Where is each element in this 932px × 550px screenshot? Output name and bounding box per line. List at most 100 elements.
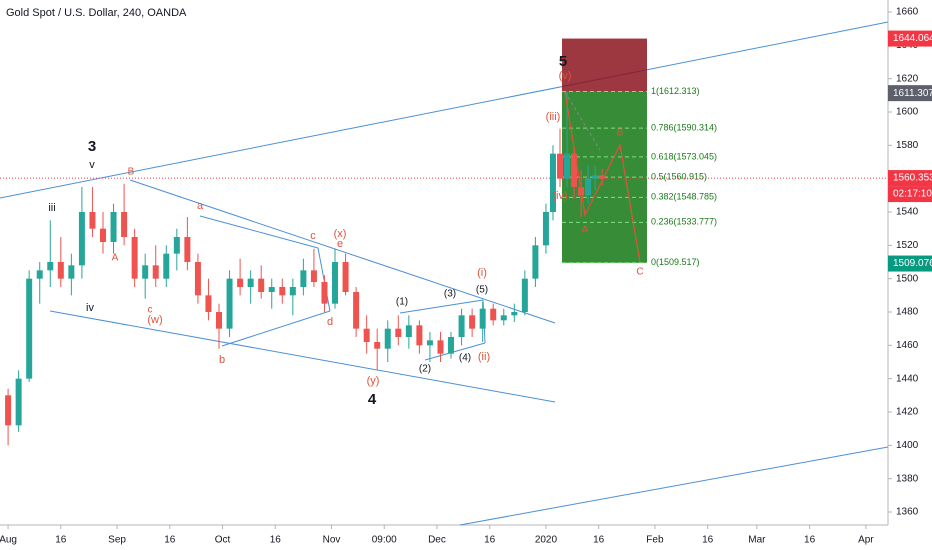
candle-body xyxy=(469,315,476,329)
y-tick-label: 1360 xyxy=(896,507,919,518)
price-tag-label: 1560.353 xyxy=(893,173,932,184)
wave-label: A xyxy=(112,253,119,264)
trend-lines xyxy=(0,21,889,526)
wave-label: B xyxy=(617,128,624,139)
candle-body xyxy=(15,378,22,426)
wave-label: (i) xyxy=(477,267,487,279)
wave-label: (iii) xyxy=(546,111,561,123)
y-tick-label: 1380 xyxy=(896,473,919,484)
wave-label: (5) xyxy=(476,285,488,296)
candle-body xyxy=(110,212,117,242)
wave-label: c xyxy=(148,305,153,316)
candle-body xyxy=(557,153,564,179)
fib-label: 0.786(1590.314) xyxy=(651,123,717,133)
candle-body xyxy=(194,262,201,296)
candle-body xyxy=(152,265,159,279)
x-tick-label: 16 xyxy=(593,535,605,546)
candle-body xyxy=(374,342,381,349)
candle-body xyxy=(564,153,571,179)
candle-body xyxy=(36,270,43,279)
wave-label: v xyxy=(89,159,95,171)
trend-line xyxy=(129,179,556,324)
wave-label: d xyxy=(327,316,333,328)
candle-body xyxy=(549,153,556,212)
wave-label: iii xyxy=(48,202,55,214)
candle-body xyxy=(585,178,592,196)
wave-label: A xyxy=(582,225,589,236)
candle-body xyxy=(599,175,606,179)
candle-body xyxy=(184,237,191,262)
candle-body xyxy=(205,295,212,312)
y-tick-label: 1540 xyxy=(896,207,919,218)
candle-body xyxy=(521,278,528,312)
x-tick-label: Feb xyxy=(646,535,664,546)
y-tick-label: 1480 xyxy=(896,307,919,318)
candle-body xyxy=(173,237,180,254)
candle-body xyxy=(384,328,391,349)
wave-label: 4 xyxy=(368,391,377,408)
candle-body xyxy=(100,228,107,242)
candle-body xyxy=(353,292,360,329)
candle-body xyxy=(5,395,12,426)
x-tick-label: Mar xyxy=(748,535,766,546)
x-tick-label: 16 xyxy=(702,535,714,546)
candle-body xyxy=(89,212,96,229)
x-tick-label: 16 xyxy=(804,535,816,546)
candle-body xyxy=(416,325,423,346)
y-tick-label: 1520 xyxy=(896,240,919,251)
y-tick-label: 1660 xyxy=(896,7,919,18)
candle-body xyxy=(405,325,412,337)
candle-body xyxy=(310,270,317,282)
wave-label: (1) xyxy=(396,297,408,308)
candle-body xyxy=(121,212,128,237)
candle-body xyxy=(500,315,507,321)
projection xyxy=(564,91,641,263)
trend-line xyxy=(459,446,889,526)
trend-line xyxy=(399,299,484,314)
candle-body xyxy=(300,270,307,287)
candle-body xyxy=(131,237,138,279)
wave-label: c xyxy=(310,230,316,242)
countdown-tag xyxy=(888,186,932,203)
candle-body xyxy=(26,278,33,379)
y-tick-label: 1440 xyxy=(896,373,919,384)
wave-label: B xyxy=(128,167,135,178)
wave-label: b xyxy=(219,354,225,366)
chart-title: Gold Spot / U.S. Dollar, 240, OANDA xyxy=(6,7,187,19)
wave-label: 5 xyxy=(559,53,567,70)
candle-body xyxy=(363,328,370,342)
x-tick-label: Aug xyxy=(0,535,17,546)
candle-body xyxy=(279,287,286,296)
candle-body xyxy=(57,262,64,279)
candle-body xyxy=(321,282,328,304)
x-tick-label: Sep xyxy=(108,535,126,546)
wave-label: a xyxy=(197,200,204,212)
trend-line xyxy=(199,215,319,249)
candle-body xyxy=(268,287,275,292)
y-tick-label: 1460 xyxy=(896,340,919,351)
candle-body xyxy=(511,312,518,316)
y-tick-label: 1500 xyxy=(896,273,919,284)
x-tick-label: 09:00 xyxy=(372,535,397,546)
candle-body xyxy=(163,253,170,279)
trend-line xyxy=(0,21,889,199)
fib-label: 0.382(1548.785) xyxy=(651,192,717,202)
candle-body xyxy=(426,340,433,346)
trend-line xyxy=(424,342,486,361)
candle-body xyxy=(216,312,223,329)
y-tick-label: 1400 xyxy=(896,440,919,451)
x-tick-label: 16 xyxy=(164,535,176,546)
candle-body xyxy=(592,175,599,179)
candle-body xyxy=(532,245,539,279)
candle-body xyxy=(68,265,75,279)
price-tag-label: 1509.076 xyxy=(893,258,932,269)
candle-body xyxy=(258,278,265,292)
fib-label: 0.618(1573.045) xyxy=(651,151,717,161)
candle-body xyxy=(395,328,402,337)
trend-line xyxy=(49,310,556,403)
fib-label: 0.5(1560.915) xyxy=(651,172,707,182)
x-tick-label: Oct xyxy=(215,535,231,546)
candle-body xyxy=(247,278,254,287)
candle-body xyxy=(226,278,233,329)
